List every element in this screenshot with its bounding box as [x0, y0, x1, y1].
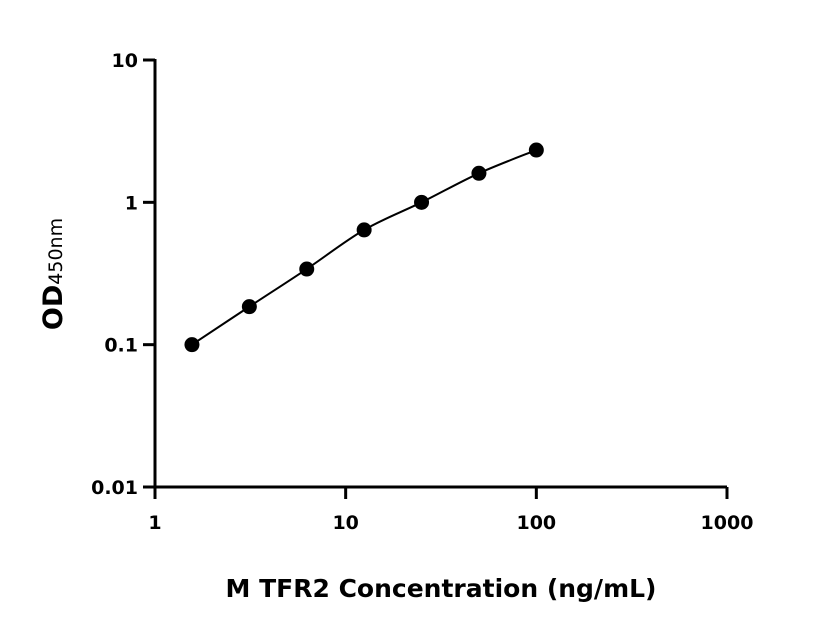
data-point [471, 165, 487, 181]
x-tick-label: 10 [332, 512, 358, 534]
data-point [528, 142, 544, 158]
x-tick-label: 1 [148, 512, 161, 534]
y-tick-label: 0.01 [91, 477, 138, 499]
x-tick-label: 1000 [701, 512, 754, 534]
data-point [356, 222, 372, 238]
ticks: 1 10 100 1000 0.01 0.1 1 10 [91, 50, 753, 534]
y-axis-label-sub: 450nm [45, 218, 67, 285]
y-axis-label-main: OD [38, 285, 69, 330]
data-point [241, 299, 257, 315]
axes [153, 59, 727, 489]
x-axis-label: M TFR2 Concentration (ng/mL) [226, 574, 657, 603]
y-axis-label: OD450nm [38, 218, 69, 330]
data-point [299, 261, 315, 277]
data-point [184, 337, 200, 353]
y-tick-label: 10 [112, 50, 138, 72]
y-tick-label: 0.1 [104, 335, 138, 357]
data-point [414, 194, 430, 210]
fit-curve [191, 149, 537, 346]
x-tick-label: 100 [516, 512, 556, 534]
y-tick-label: 1 [125, 192, 138, 214]
data-points [184, 142, 544, 353]
